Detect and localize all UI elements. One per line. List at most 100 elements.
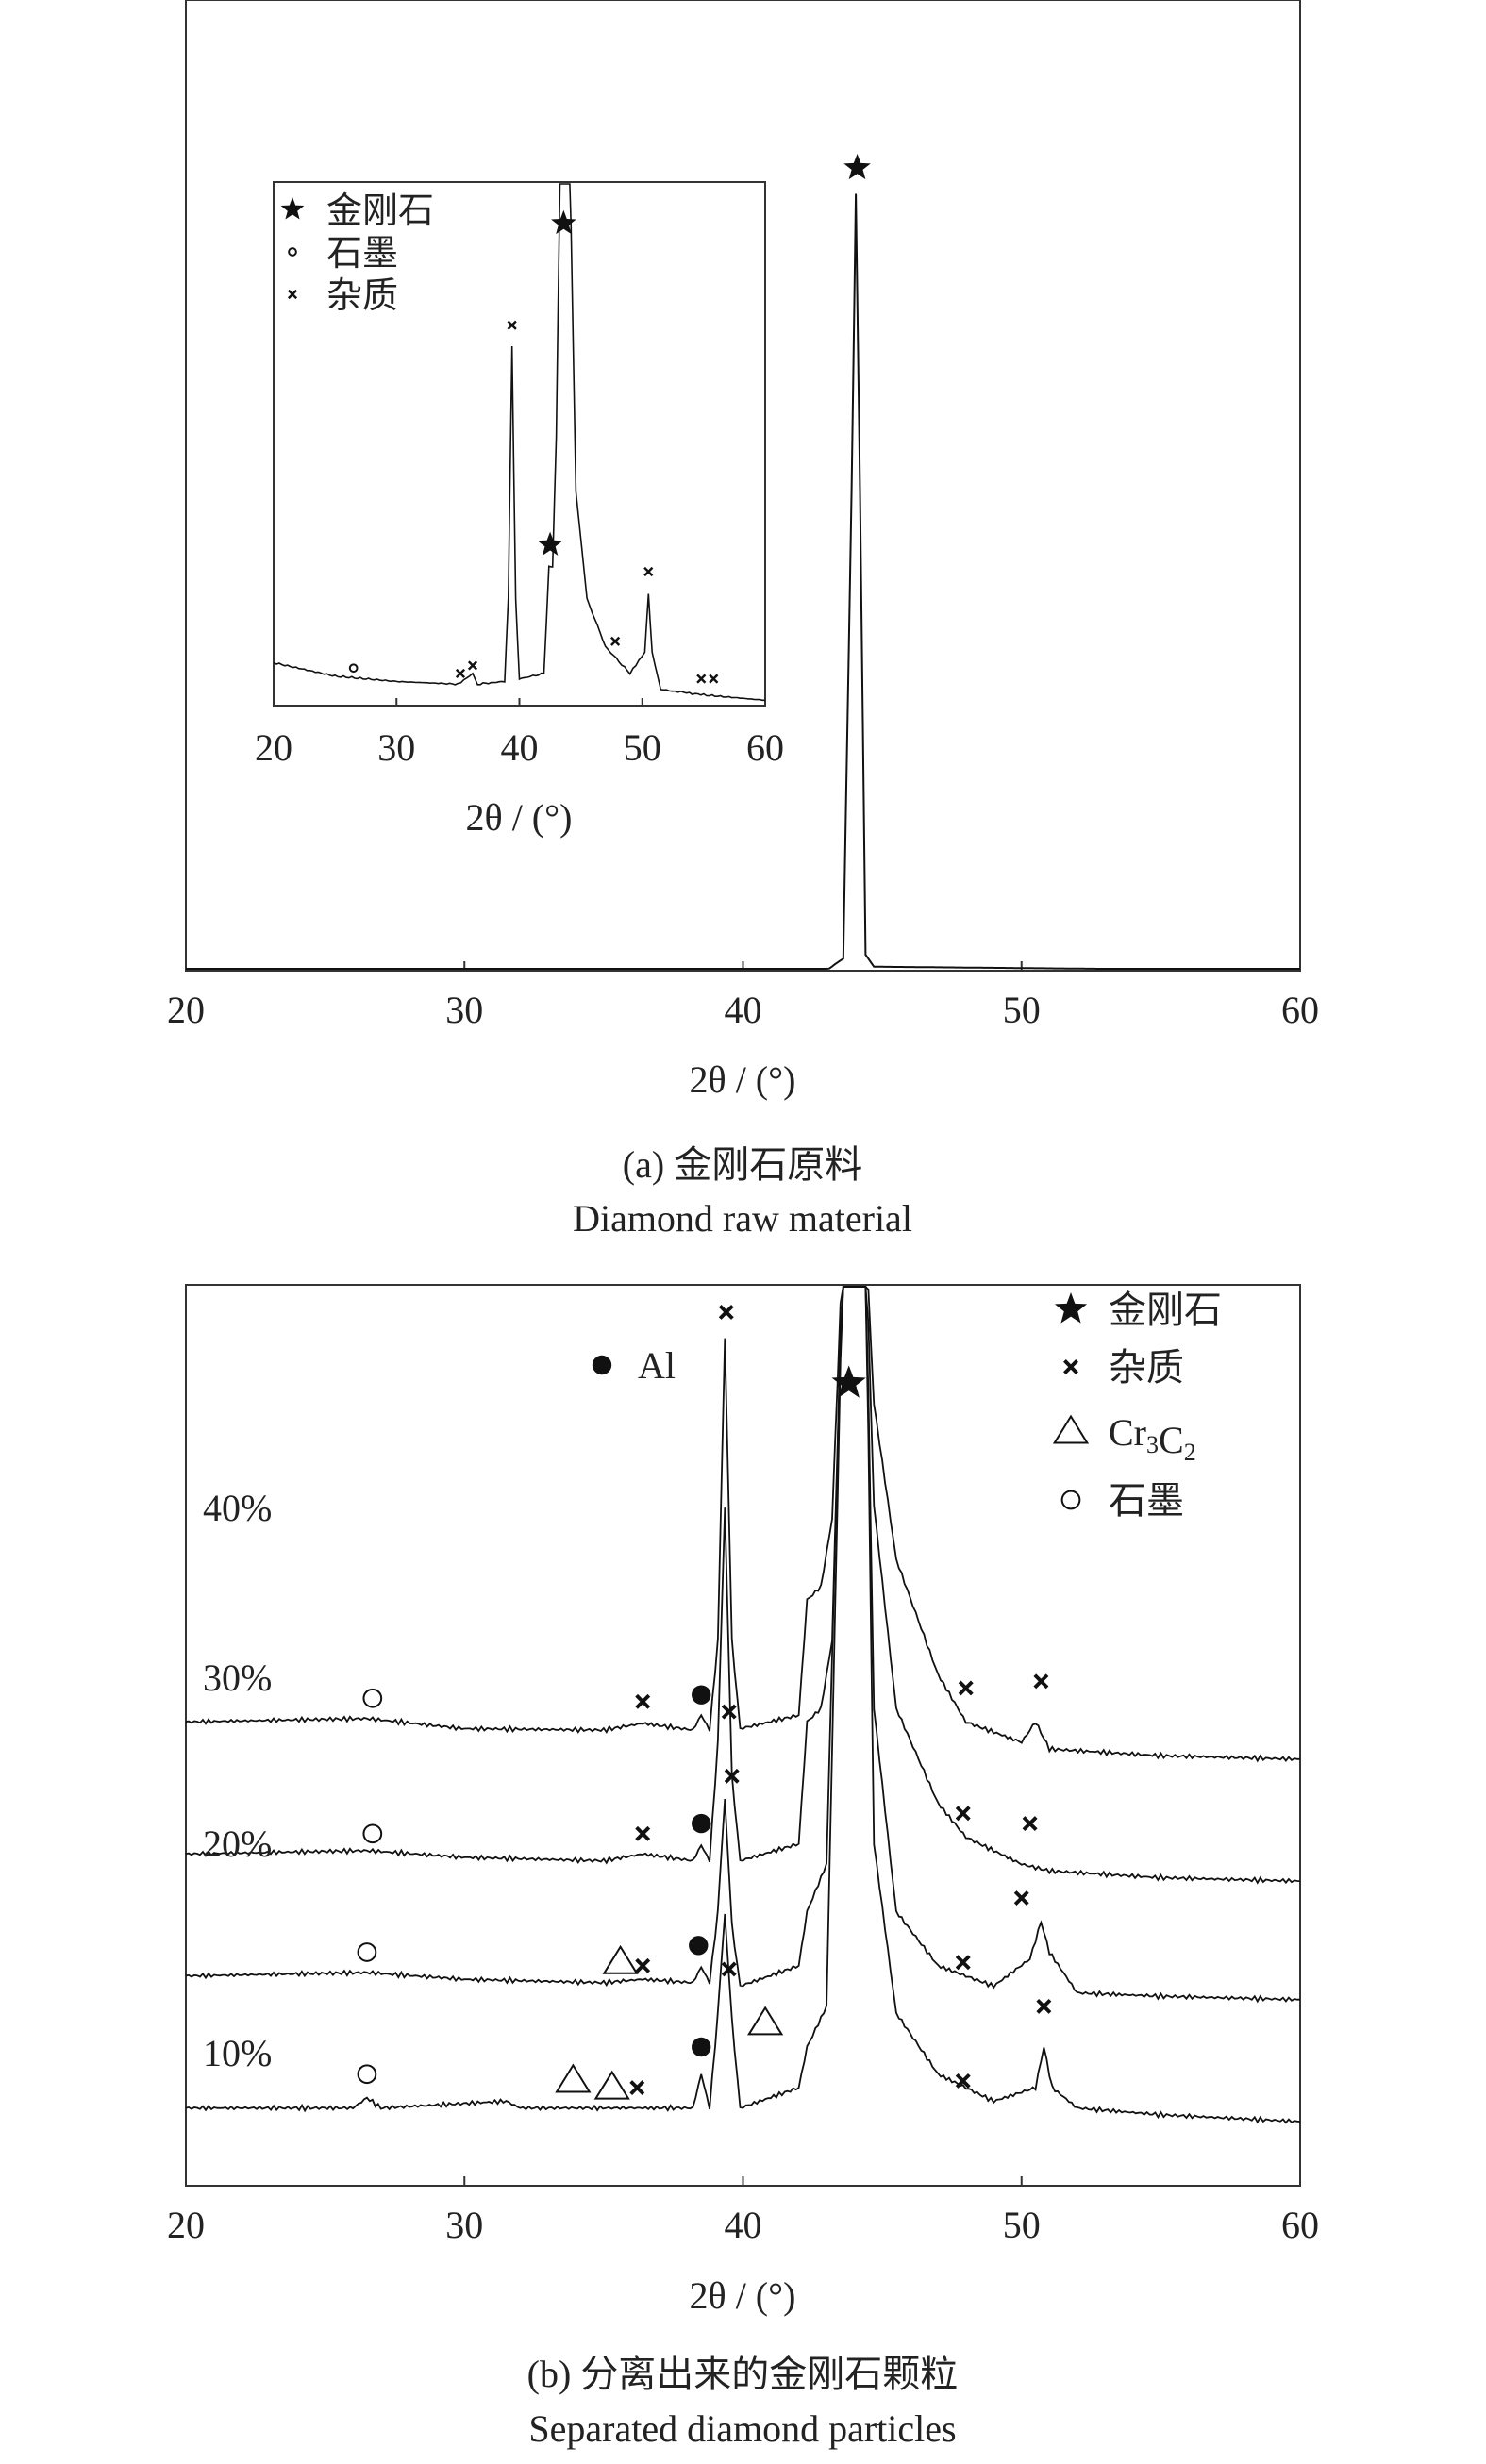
panel-b-tick-label: 60 [1281,2204,1319,2246]
marker-graphite-icon [362,1823,383,1844]
marker-al-icon [689,1936,709,1956]
panel-b-series-lines [185,1286,1301,2124]
marker-impurity-icon [635,1825,651,1841]
panel-a-inset-tick-label: 30 [377,726,415,769]
panel-b-xlabel: 2θ / (°) [690,2274,796,2317]
panel-a-tick-label: 40 [725,989,762,1031]
panel-a-caption-cn: (a) 金刚石原料 [623,1143,862,1186]
legend-diamond-icon [280,197,305,220]
marker-diamond-icon [831,1365,866,1398]
marker-triangle-icon [555,2063,592,2093]
panel-a-tick-label: 30 [445,989,483,1031]
panel-a-inset-tick-label: 50 [624,726,661,769]
panel-a-tick-label: 20 [167,989,205,1031]
legend-item: 金刚石 [1054,1289,1222,1331]
inset-legend-item: 石墨 [288,234,398,274]
legend-triangle-icon [1052,1414,1090,1444]
legend-item: Cr3C2 [1052,1411,1196,1466]
marker-impurity-icon [721,1961,737,1977]
marker-impurity-icon [955,1806,971,1822]
marker-al-icon [692,2037,711,2057]
marker-graphite-icon [362,1688,383,1708]
panel-b-tick-label: 40 [725,2204,762,2246]
inset-marker-impurity-icon [610,636,621,646]
panel-b-caption-cn: (b) 分离出来的金刚石颗粒 [527,2353,959,2395]
panel-a-inset-markers [348,209,719,684]
legend-al-label: Al [638,1344,676,1387]
series-line-30pct [185,1286,1301,1885]
marker-triangle-icon [593,2070,630,2100]
panel-a-main-markers [843,154,871,180]
inset-marker-impurity-icon [696,674,707,684]
panel-b-tick-label: 50 [1003,2204,1041,2246]
series-label: 20% [203,1823,272,1865]
inset-marker-graphite-icon [348,663,359,674]
inset-marker-impurity-icon [643,566,654,577]
marker-impurity-icon [635,1957,651,1973]
marker-triangle-icon [747,2006,784,2036]
marker-impurity-icon [629,2080,645,2096]
panel-a-inset-xticks: 20 30 40 50 60 [255,698,784,769]
marker-impurity-icon [1013,1890,1029,1906]
inset-marker-impurity-icon [709,674,719,684]
panel-b-tick-label: 30 [445,2204,483,2246]
panel-a-inset-tick-label: 60 [746,726,784,769]
inset-marker-impurity-icon [507,320,517,330]
series-label: 40% [203,1487,272,1529]
panel-b-markers [357,1305,1052,2100]
panel-a-main-series-line [186,193,1300,970]
inset-marker-diamond-icon [551,209,576,235]
panel-a-inset-tick-label: 20 [255,726,292,769]
legend-impurity-icon [1063,1359,1078,1374]
legend-item: 杂质 [1063,1346,1184,1389]
marker-impurity-icon [1036,1998,1052,2014]
panel-a-tick-label: 50 [1003,989,1041,1031]
marker-impurity-icon [718,1305,734,1320]
panel-a-inset-series-line [273,183,765,702]
marker-al-icon [692,1813,711,1834]
marker-impurity-icon [635,1693,651,1709]
marker-impurity-icon [955,2073,971,2089]
legend-diamond-icon [1054,1292,1088,1324]
legend-label: 杂质 [1109,1346,1184,1389]
legend-al-icon [592,1355,612,1375]
inset-legend-label: 金刚石 [326,191,434,231]
marker-impurity-icon [721,1704,737,1720]
panel-a-inset-tick-label: 40 [501,726,539,769]
legend-label: Cr3C2 [1109,1411,1196,1466]
panel-a-xlabel: 2θ / (°) [690,1058,796,1101]
series-label: 10% [203,2032,272,2074]
series-line-20pct [185,1286,1300,2004]
marker-impurity-icon [958,1680,974,1696]
panel-b-caption-en: Separated diamond particles [528,2407,956,2450]
legend-graphite-icon [1060,1490,1081,1510]
panel-b-series-labels: 40% 30% 20% 10% [203,1487,272,2074]
series-line-40pct [185,1286,1300,1763]
legend-label: 石墨 [1109,1479,1184,1522]
marker-al-icon [692,1685,711,1705]
inset-legend-label: 杂质 [326,276,398,316]
marker-graphite-icon [357,2064,377,2085]
marker-graphite-icon [357,1942,377,1962]
marker-impurity-icon [955,1955,971,1971]
legend-graphite-icon [288,247,297,257]
inset-legend-label: 石墨 [326,234,398,274]
series-label: 30% [203,1657,272,1699]
panel-b-xticks: 20 30 40 50 60 [167,2176,1319,2246]
legend-impurity-icon [287,289,298,300]
marker-triangle-icon [602,1944,639,1974]
panel-a-tick-label: 60 [1281,989,1319,1031]
panel-b-al-legend: Al [592,1344,676,1387]
inset-legend-item: 金刚石 [280,191,434,231]
inset-marker-impurity-icon [455,668,466,678]
panel-a-caption-en: Diamond raw material [573,1197,912,1240]
marker-impurity-icon [1022,1816,1038,1832]
inset-legend-item: 杂质 [287,276,398,316]
panel-a-inset-xlabel: 2θ / (°) [466,796,573,839]
